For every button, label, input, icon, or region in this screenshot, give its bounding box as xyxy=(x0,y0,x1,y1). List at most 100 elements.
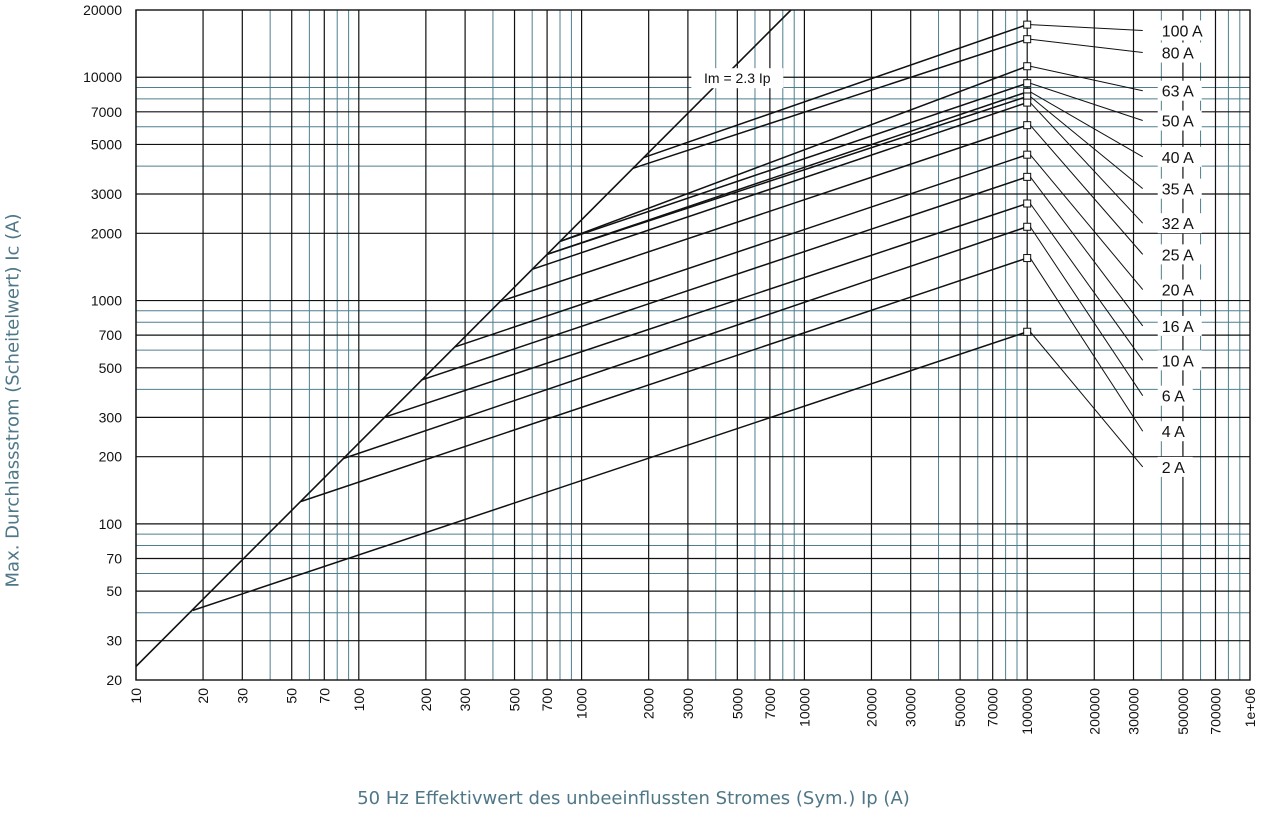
series-line xyxy=(632,38,1028,170)
x-tick-labels: 10 20 30 50 70 100 200 300 500 700 1000 2000 3000 500… xyxy=(128,688,1258,735)
series-line xyxy=(643,23,1028,159)
y-tick-label: 5000 xyxy=(91,136,122,152)
y-tick-label: 100 xyxy=(99,516,123,532)
leader-line xyxy=(1029,331,1144,468)
x-tick-label: 3000 xyxy=(680,688,696,719)
x-tick-label: 70 xyxy=(316,688,332,704)
x-tick-label: 10 xyxy=(128,688,144,704)
x-tick-label: 200000 xyxy=(1086,688,1102,735)
series-label: 6 A xyxy=(1162,389,1185,406)
series-labels: Im = 2.3 Ip 100 A 80 A 63 A 50 A 40 A 35 A 32 A… xyxy=(691,20,1211,477)
series-line xyxy=(420,176,1028,381)
leader-line xyxy=(1029,124,1144,255)
leader-line xyxy=(1029,91,1143,158)
series-end-marker xyxy=(1023,150,1032,159)
x-tick-label: 100 xyxy=(351,688,367,712)
leader-line xyxy=(1029,96,1144,190)
y-tick-label: 2000 xyxy=(91,225,122,241)
y-tick-label: 50 xyxy=(106,583,122,599)
y-tick-label: 30 xyxy=(106,633,122,649)
series-label-bg xyxy=(1157,80,1202,101)
x-tick-label: 500 xyxy=(507,688,523,712)
series-label-bg xyxy=(1157,244,1202,265)
y-tick-label: 200 xyxy=(99,449,123,465)
leader-line xyxy=(1029,102,1144,224)
leader-line xyxy=(1030,38,1143,54)
series-label-bg xyxy=(1157,279,1202,300)
leader-lines xyxy=(1023,20,1144,468)
series-label: 4 A xyxy=(1162,424,1185,441)
leader-line xyxy=(1029,154,1144,290)
leader-line xyxy=(1030,65,1143,92)
series-label-bg xyxy=(1157,178,1202,199)
x-tick-label: 70000 xyxy=(985,688,1001,727)
series-end-marker xyxy=(1023,98,1032,107)
leader-line xyxy=(1030,82,1143,121)
reference-line xyxy=(136,10,792,668)
y-tick-label: 20000 xyxy=(83,2,122,18)
leader-line xyxy=(1029,203,1144,361)
curves xyxy=(136,10,1028,668)
x-tick-label: 10000 xyxy=(796,688,812,727)
plot-border xyxy=(135,9,1251,681)
y-tick-label: 300 xyxy=(99,409,123,425)
series-line xyxy=(300,257,1028,503)
series-end-marker xyxy=(1023,79,1032,88)
series-label-bg xyxy=(1157,350,1202,371)
series-label-bg xyxy=(1157,385,1193,406)
series-label-bg xyxy=(1157,456,1193,477)
series-label: 50 A xyxy=(1162,114,1194,131)
series-line xyxy=(499,124,1028,303)
x-tick-label: 7000 xyxy=(762,688,778,719)
series-end-marker xyxy=(1023,20,1032,29)
x-tick-label: 50 xyxy=(284,688,300,704)
series-end-marker xyxy=(1023,62,1032,71)
series-end-marker xyxy=(1023,121,1032,130)
series-label: 32 A xyxy=(1162,216,1194,233)
series-line xyxy=(454,153,1028,348)
x-tick-label: 100000 xyxy=(1019,688,1035,735)
plot-frame xyxy=(135,9,1251,681)
series-label: 16 A xyxy=(1162,319,1194,336)
series-line xyxy=(383,202,1028,419)
x-tick-label: 1000 xyxy=(574,688,590,719)
y-tick-label: 20 xyxy=(106,672,122,688)
series-line xyxy=(342,226,1028,460)
series-label-bg xyxy=(1157,421,1193,442)
series-label: 25 A xyxy=(1162,247,1194,264)
series-line xyxy=(546,95,1028,256)
series-line xyxy=(192,331,1028,612)
x-tick-label: 20 xyxy=(195,688,211,704)
series-line xyxy=(559,65,1028,243)
leader-line xyxy=(1029,176,1144,327)
y-axis-title: Max. Durchlassstrom (Scheitelwert) Ic (A… xyxy=(2,213,24,587)
series-end-marker xyxy=(1023,254,1032,263)
series-label: 80 A xyxy=(1162,46,1194,63)
series-label: 40 A xyxy=(1162,150,1194,167)
x-tick-label: 30000 xyxy=(903,688,919,727)
grid-major xyxy=(135,10,1250,680)
x-tick-label: 700 xyxy=(539,688,555,712)
series-label-bg xyxy=(1157,42,1202,63)
x-tick-label: 500000 xyxy=(1175,688,1191,735)
series-end-marker xyxy=(1023,172,1032,181)
x-tick-label: 2000 xyxy=(641,688,657,719)
x-tick-label: 1e+06 xyxy=(1242,688,1258,728)
x-tick-label: 20000 xyxy=(863,688,879,727)
y-tick-labels: 20 30 50 70 100 200 300 500 700 1000 2000 3000 5000 7… xyxy=(83,2,122,688)
x-tick-label: 300 xyxy=(457,688,473,712)
x-tick-label: 300000 xyxy=(1126,688,1142,735)
series-label: 35 A xyxy=(1162,182,1194,199)
leader-line xyxy=(1029,257,1144,432)
series-label: 20 A xyxy=(1162,283,1194,300)
x-tick-label: 200 xyxy=(418,688,434,712)
series-end-marker xyxy=(1023,35,1032,44)
y-tick-label: 1000 xyxy=(91,293,122,309)
leader-line xyxy=(1029,226,1144,396)
series-label-bg xyxy=(1157,20,1211,41)
series-line xyxy=(559,82,1028,243)
series-label: 63 A xyxy=(1162,84,1194,101)
y-axis-title-wrap: Max. Durchlassstrom (Scheitelwert) Ic (A… xyxy=(0,150,26,650)
series-label-bg xyxy=(1157,110,1202,131)
